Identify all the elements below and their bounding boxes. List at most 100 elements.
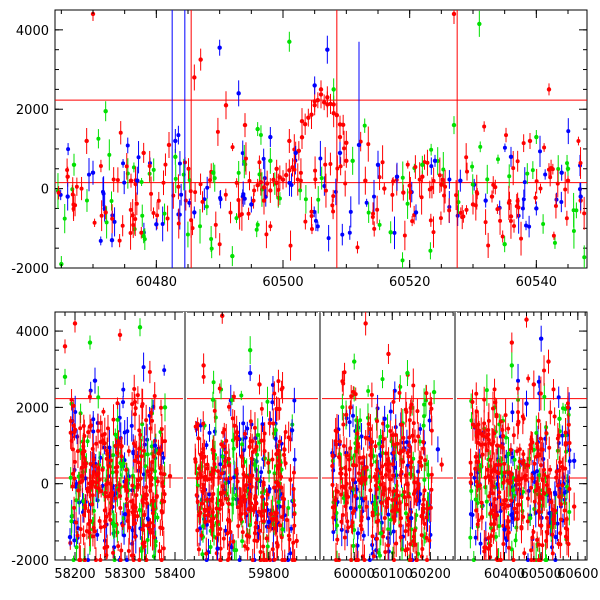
top-data-point — [330, 203, 335, 208]
bottom-data-point — [374, 519, 380, 525]
bottom-data-point — [236, 523, 241, 528]
top-data-point — [128, 231, 133, 236]
top-data-point — [362, 123, 367, 128]
bottom-data-point — [521, 416, 526, 421]
top-data-point — [243, 156, 248, 161]
bottom-data-point — [359, 527, 364, 532]
bottom-data-point — [370, 534, 375, 539]
top-data-point — [209, 237, 214, 242]
top-data-point — [577, 187, 582, 192]
bottom-data-point — [511, 558, 516, 562]
bottom-data-point — [220, 454, 225, 459]
bottom-data-point — [408, 542, 413, 547]
bottom-data-point — [518, 477, 523, 482]
bottom-data-point — [504, 435, 509, 440]
bottom-data-point — [149, 444, 154, 449]
top-data-point — [525, 171, 530, 176]
top-data-point — [303, 197, 308, 202]
bottom-data-point — [131, 553, 136, 558]
bottom-data-point — [161, 484, 166, 489]
bottom-data-point — [240, 442, 245, 447]
bottom-data-point — [550, 551, 555, 556]
bottom-data-point — [138, 476, 143, 481]
bottom-data-point — [485, 467, 490, 472]
top-data-point — [139, 230, 144, 235]
bottom-data-point — [408, 558, 413, 562]
bottom-x-tick-label: 60200 — [410, 567, 451, 582]
top-data-point — [428, 218, 433, 223]
bottom-data-point — [230, 416, 235, 421]
bottom-data-point — [421, 510, 426, 515]
bottom-data-point — [536, 418, 541, 423]
bottom-data-point — [271, 421, 276, 426]
top-data-point — [315, 224, 320, 229]
bottom-data-point — [292, 457, 297, 462]
top-data-point — [313, 218, 318, 223]
bottom-data-point — [132, 458, 138, 463]
top-data-point — [464, 155, 469, 160]
bottom-data-point — [150, 418, 155, 423]
bottom-data-point — [162, 472, 167, 477]
bottom-data-point — [521, 458, 526, 463]
bottom-data-point — [391, 473, 396, 478]
bottom-data-point — [427, 418, 432, 423]
bottom-data-point — [253, 525, 258, 530]
bottom-data-point — [103, 494, 108, 499]
bottom-data-point — [158, 448, 163, 453]
bottom-data-point — [83, 503, 88, 508]
top-data-point — [542, 145, 547, 150]
bottom-data-point — [565, 405, 570, 410]
bottom-data-point — [199, 533, 204, 538]
top-data-point — [96, 136, 101, 141]
top-data-point — [363, 178, 368, 183]
bottom-data-point — [506, 530, 511, 535]
bottom-data-point — [474, 479, 479, 484]
bottom-data-point — [94, 473, 99, 478]
bottom-data-point — [502, 527, 507, 532]
bottom-data-point — [386, 527, 391, 532]
bottom-data-point — [124, 558, 129, 562]
bottom-data-point — [162, 499, 167, 504]
top-data-point — [262, 176, 267, 181]
bottom-data-point — [144, 492, 149, 497]
bottom-data-point — [289, 526, 294, 531]
top-data-point — [358, 139, 363, 144]
bottom-data-point — [137, 428, 142, 433]
bottom-data-point — [375, 512, 380, 517]
bottom-x-tick-label: 59800 — [248, 567, 289, 582]
top-data-point — [242, 122, 248, 128]
bottom-data-point — [401, 459, 406, 464]
top-data-point — [131, 165, 136, 170]
top-data-point — [274, 166, 279, 171]
bottom-data-point — [520, 508, 525, 513]
top-data-point — [477, 21, 482, 27]
top-data-point — [431, 178, 436, 183]
bottom-data-point — [71, 403, 76, 408]
bottom-data-point — [475, 522, 480, 527]
top-data-point — [371, 211, 376, 216]
top-data-point — [534, 134, 539, 140]
bottom-data-point — [245, 546, 250, 551]
bottom-data-point — [132, 509, 137, 514]
top-data-point — [205, 185, 210, 190]
bottom-data-point — [507, 481, 512, 486]
top-data-point — [215, 129, 220, 134]
bottom-data-point — [380, 464, 385, 469]
bottom-data-point — [97, 518, 102, 523]
top-data-point — [335, 166, 340, 171]
top-data-point — [271, 177, 276, 182]
top-data-point — [198, 182, 203, 187]
bottom-data-point — [511, 433, 516, 438]
bottom-data-point — [152, 443, 158, 448]
top-data-point — [364, 200, 369, 205]
bottom-data-point — [115, 401, 120, 406]
bottom-data-point — [378, 434, 383, 439]
bottom-data-point — [228, 530, 233, 535]
bottom-data-point — [541, 456, 546, 461]
bottom-data-point — [470, 422, 475, 427]
top-data-point — [429, 164, 434, 169]
bottom-data-point — [264, 502, 269, 507]
bottom-data-point — [102, 545, 107, 550]
bottom-data-point — [104, 482, 109, 487]
bottom-data-point — [91, 429, 96, 434]
